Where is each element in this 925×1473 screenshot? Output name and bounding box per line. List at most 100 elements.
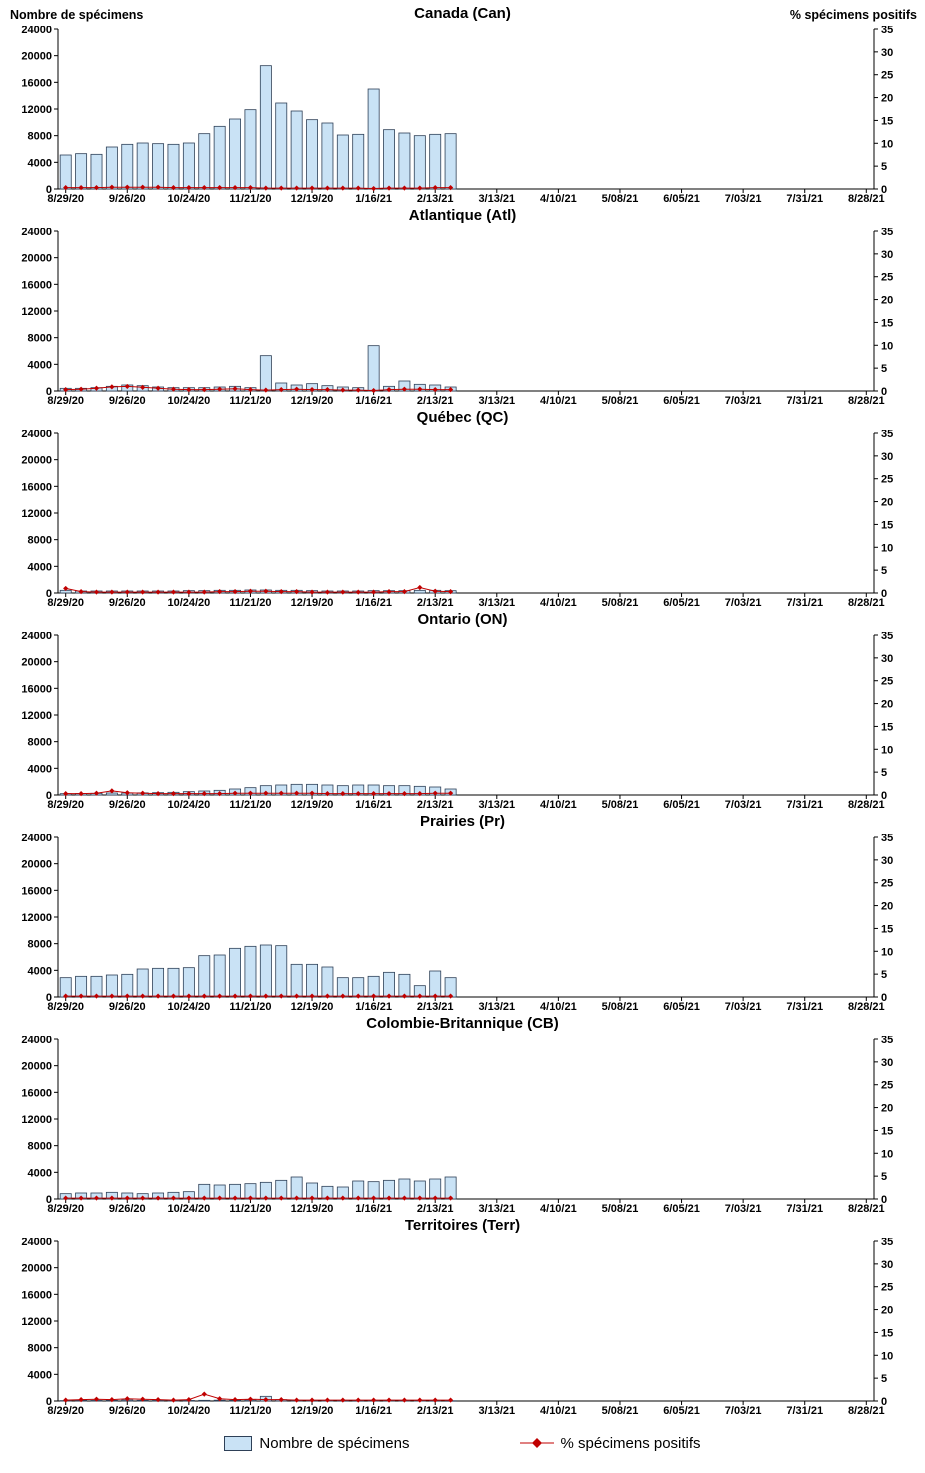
svg-text:8000: 8000 — [28, 333, 52, 345]
svg-text:5: 5 — [881, 969, 887, 981]
svg-text:12000: 12000 — [21, 1114, 52, 1126]
svg-text:35: 35 — [881, 1238, 893, 1248]
svg-text:9/26/20: 9/26/20 — [109, 799, 146, 810]
chart-panel: Territoires (Terr) 0 4000 8000 12000 16000 20… — [0, 1214, 925, 1416]
svg-text:0: 0 — [881, 588, 887, 600]
svg-text:15: 15 — [881, 1327, 893, 1339]
svg-text:35: 35 — [881, 228, 893, 238]
svg-text:5/08/21: 5/08/21 — [602, 799, 639, 810]
svg-text:10/24/20: 10/24/20 — [167, 1001, 210, 1012]
svg-text:0: 0 — [46, 184, 52, 196]
svg-text:7/03/21: 7/03/21 — [725, 193, 762, 204]
svg-text:8000: 8000 — [28, 1343, 52, 1355]
svg-text:15: 15 — [881, 923, 893, 935]
svg-text:30: 30 — [881, 451, 893, 463]
svg-text:10/24/20: 10/24/20 — [167, 597, 210, 608]
chart-title: Territoires (Terr) — [404, 1217, 521, 1234]
svg-text:4000: 4000 — [28, 1369, 52, 1381]
svg-text:20000: 20000 — [21, 657, 52, 669]
svg-text:30: 30 — [881, 1057, 893, 1069]
svg-text:0: 0 — [46, 1194, 52, 1206]
svg-text:8/28/21: 8/28/21 — [848, 193, 885, 204]
svg-text:11/21/20: 11/21/20 — [229, 1405, 271, 1416]
svg-text:9/26/20: 9/26/20 — [109, 1203, 146, 1214]
svg-text:20: 20 — [881, 901, 893, 913]
svg-text:4/10/21: 4/10/21 — [540, 799, 577, 810]
chart-plot: 0 4000 8000 12000 16000 20000 24000 0 5 10 15 20 25 3… — [21, 632, 893, 810]
pct-line-series — [63, 184, 454, 192]
chart-plot: 0 4000 8000 12000 16000 20000 24000 0 5 10 15 20 25 3… — [21, 26, 893, 204]
svg-text:11/21/20: 11/21/20 — [229, 395, 271, 406]
svg-text:2/13/21: 2/13/21 — [417, 1405, 454, 1416]
svg-text:5/08/21: 5/08/21 — [602, 1405, 639, 1416]
svg-text:1/16/21: 1/16/21 — [355, 1001, 392, 1012]
svg-text:8000: 8000 — [28, 131, 52, 143]
svg-text:8/29/20: 8/29/20 — [47, 1203, 84, 1214]
charts-container: Canada (Can) 0 4000 8000 12000 16000 20000 240… — [0, 2, 925, 1416]
svg-text:20: 20 — [881, 1305, 893, 1317]
svg-text:10/24/20: 10/24/20 — [167, 799, 210, 810]
svg-text:3/13/21: 3/13/21 — [478, 597, 515, 608]
svg-text:8/29/20: 8/29/20 — [47, 597, 84, 608]
svg-text:24000: 24000 — [21, 1238, 52, 1248]
svg-text:9/26/20: 9/26/20 — [109, 1001, 146, 1012]
svg-text:30: 30 — [881, 653, 893, 665]
svg-text:3/13/21: 3/13/21 — [478, 193, 515, 204]
svg-text:0: 0 — [881, 184, 887, 196]
svg-text:5: 5 — [881, 767, 887, 779]
svg-text:10: 10 — [881, 138, 893, 150]
svg-text:24000: 24000 — [21, 834, 52, 844]
svg-text:8/28/21: 8/28/21 — [848, 799, 885, 810]
svg-text:4/10/21: 4/10/21 — [540, 193, 577, 204]
legend-item-specimens: Nombre de spécimens — [224, 1435, 410, 1452]
svg-text:5/08/21: 5/08/21 — [602, 193, 639, 204]
svg-text:10: 10 — [881, 340, 893, 352]
svg-text:7/03/21: 7/03/21 — [725, 799, 762, 810]
svg-text:20000: 20000 — [21, 51, 52, 63]
svg-text:8000: 8000 — [28, 535, 52, 547]
svg-text:25: 25 — [881, 474, 893, 486]
svg-text:12000: 12000 — [21, 710, 52, 722]
right-axis-title: % spécimens positifs — [789, 8, 917, 22]
svg-text:20000: 20000 — [21, 859, 52, 871]
svg-text:16000: 16000 — [21, 885, 52, 897]
svg-text:7/03/21: 7/03/21 — [725, 1405, 762, 1416]
svg-text:30: 30 — [881, 1259, 893, 1271]
svg-text:4000: 4000 — [28, 157, 52, 169]
svg-text:12/19/20: 12/19/20 — [291, 597, 334, 608]
chart-plot: 0 4000 8000 12000 16000 20000 24000 0 5 10 15 20 25 3… — [21, 228, 893, 406]
svg-text:30: 30 — [881, 855, 893, 867]
svg-text:7/03/21: 7/03/21 — [725, 597, 762, 608]
svg-text:35: 35 — [881, 26, 893, 36]
svg-text:8/28/21: 8/28/21 — [848, 1203, 885, 1214]
svg-text:2/13/21: 2/13/21 — [417, 799, 454, 810]
svg-text:4/10/21: 4/10/21 — [540, 1203, 577, 1214]
svg-text:4/10/21: 4/10/21 — [540, 1001, 577, 1012]
svg-text:3/13/21: 3/13/21 — [478, 799, 515, 810]
svg-text:25: 25 — [881, 1080, 893, 1092]
svg-text:0: 0 — [881, 1194, 887, 1206]
svg-text:6/05/21: 6/05/21 — [663, 1001, 700, 1012]
svg-text:10/24/20: 10/24/20 — [167, 1203, 210, 1214]
svg-text:8/28/21: 8/28/21 — [848, 395, 885, 406]
svg-text:8/29/20: 8/29/20 — [47, 1001, 84, 1012]
svg-text:35: 35 — [881, 632, 893, 642]
svg-text:15: 15 — [881, 1125, 893, 1137]
svg-text:11/21/20: 11/21/20 — [229, 1203, 271, 1214]
svg-text:16000: 16000 — [21, 481, 52, 493]
svg-text:4/10/21: 4/10/21 — [540, 597, 577, 608]
svg-text:0: 0 — [881, 790, 887, 802]
svg-text:1/16/21: 1/16/21 — [355, 799, 392, 810]
svg-text:5: 5 — [881, 1171, 887, 1183]
svg-text:15: 15 — [881, 519, 893, 531]
svg-text:1/16/21: 1/16/21 — [355, 597, 392, 608]
svg-text:6/05/21: 6/05/21 — [663, 1203, 700, 1214]
svg-text:30: 30 — [881, 47, 893, 59]
svg-text:0: 0 — [46, 386, 52, 398]
svg-text:10: 10 — [881, 946, 893, 958]
svg-text:12/19/20: 12/19/20 — [291, 395, 334, 406]
svg-text:5: 5 — [881, 565, 887, 577]
svg-text:8000: 8000 — [28, 737, 52, 749]
svg-text:5/08/21: 5/08/21 — [602, 597, 639, 608]
svg-text:12/19/20: 12/19/20 — [291, 799, 334, 810]
